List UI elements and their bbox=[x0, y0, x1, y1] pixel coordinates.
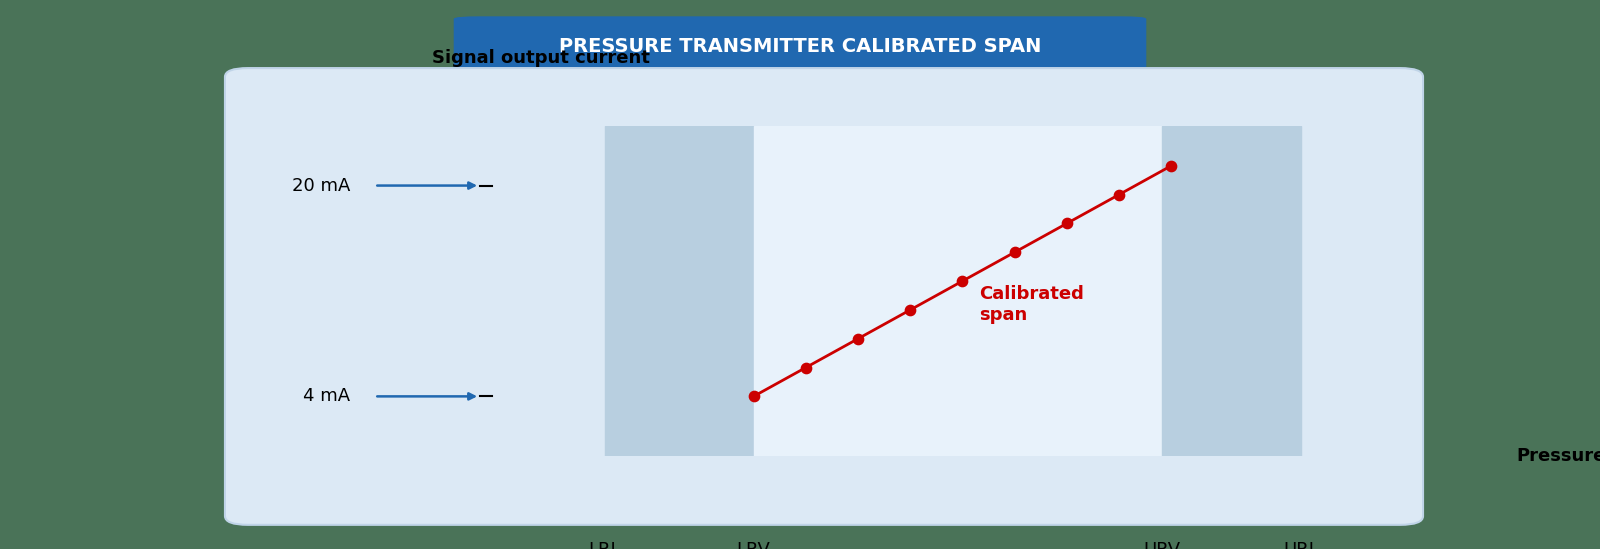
Point bbox=[1002, 248, 1027, 257]
Text: LRL: LRL bbox=[589, 541, 621, 549]
Text: URL: URL bbox=[1283, 541, 1318, 549]
Point bbox=[845, 334, 870, 343]
Point bbox=[1158, 161, 1184, 170]
Point bbox=[741, 392, 766, 401]
Text: Calibrated
span: Calibrated span bbox=[979, 285, 1085, 323]
Text: PRESSURE TRANSMITTER CALIBRATED SPAN: PRESSURE TRANSMITTER CALIBRATED SPAN bbox=[558, 37, 1042, 56]
Point bbox=[1054, 219, 1080, 228]
Text: LRV: LRV bbox=[736, 541, 771, 549]
Point bbox=[1106, 191, 1131, 199]
Point bbox=[949, 277, 974, 285]
Bar bbox=[1162, 126, 1301, 456]
Bar bbox=[605, 126, 754, 456]
Text: URV: URV bbox=[1142, 541, 1181, 549]
Text: Pressure: Pressure bbox=[1517, 447, 1600, 464]
Bar bbox=[754, 126, 1162, 456]
Text: 20 mA: 20 mA bbox=[293, 177, 350, 194]
Point bbox=[794, 363, 819, 372]
Text: 4 mA: 4 mA bbox=[304, 388, 350, 405]
FancyBboxPatch shape bbox=[454, 17, 1146, 76]
Point bbox=[898, 305, 923, 314]
Text: Signal output current: Signal output current bbox=[432, 49, 650, 67]
FancyBboxPatch shape bbox=[226, 68, 1422, 525]
